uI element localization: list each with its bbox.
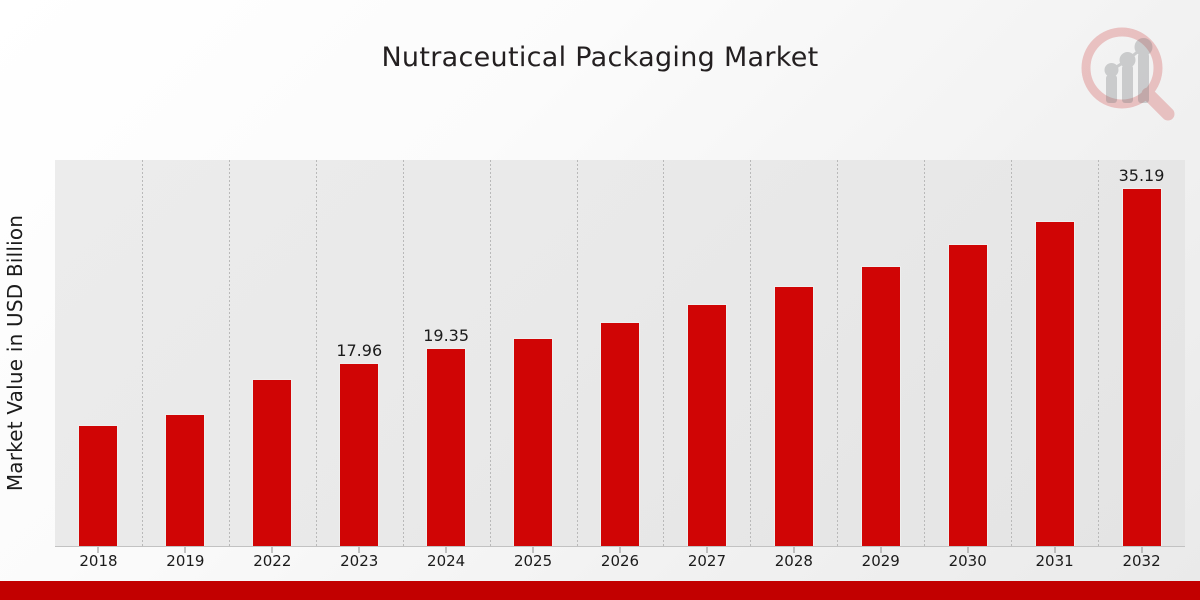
- bar-2025[interactable]: [514, 338, 553, 546]
- bar-value-label-2032: 35.19: [1118, 165, 1165, 185]
- x-axis-ticks: [55, 547, 1185, 553]
- bar-2024[interactable]: [427, 349, 466, 546]
- magnifier-bar-chart-logo: [1072, 22, 1178, 124]
- x-tick-label-2023: 2023: [340, 552, 379, 570]
- x-tick: [445, 547, 447, 553]
- x-tick-label-2018: 2018: [79, 552, 118, 570]
- gridline: [1011, 160, 1013, 546]
- bar-series: 17.96 19.35 35.19: [55, 160, 1185, 546]
- gridline: [315, 160, 317, 546]
- gridline: [924, 160, 926, 546]
- bar-slot: [1011, 160, 1098, 546]
- gridline: [228, 160, 230, 546]
- x-tick: [271, 547, 273, 553]
- bar-value-label-2024: 19.35: [423, 326, 470, 346]
- x-tick: [706, 547, 708, 553]
- gridline: [837, 160, 839, 546]
- bar-2023[interactable]: [340, 363, 379, 546]
- x-tick-label-2022: 2022: [253, 552, 292, 570]
- x-tick-label-2019: 2019: [166, 552, 205, 570]
- bar-slot: 17.96: [316, 160, 403, 546]
- x-tick: [880, 547, 882, 553]
- x-tick: [184, 547, 186, 553]
- bar-2027[interactable]: [687, 305, 726, 546]
- x-tick-label-2029: 2029: [861, 552, 900, 570]
- x-axis-labels: 2018 2019 2022 2023 2024 2025 2026 2027 2028 2029…: [55, 552, 1185, 574]
- gridline: [141, 160, 143, 546]
- x-tick: [97, 547, 99, 553]
- x-tick-label-2024: 2024: [427, 552, 466, 570]
- footer-accent-band: [0, 581, 1200, 600]
- bar-slot: [750, 160, 837, 546]
- bar-2032[interactable]: [1122, 188, 1161, 546]
- bar-2030[interactable]: [948, 245, 987, 546]
- x-tick-label-2028: 2028: [774, 552, 813, 570]
- gridline: [1098, 160, 1100, 546]
- x-axis-line: [55, 546, 1185, 547]
- gridline: [750, 160, 752, 546]
- x-tick: [1054, 547, 1056, 553]
- page-title: Nutraceutical Packaging Market: [381, 42, 819, 73]
- bar-2028[interactable]: [774, 286, 813, 546]
- bar-slot: 35.19: [1098, 160, 1185, 546]
- x-tick-label-2032: 2032: [1122, 552, 1161, 570]
- bar-slot: [924, 160, 1011, 546]
- bar-2019[interactable]: [166, 414, 205, 546]
- gridline: [402, 160, 404, 546]
- x-tick: [967, 547, 969, 553]
- x-tick: [793, 547, 795, 553]
- x-tick: [619, 547, 621, 553]
- bar-slot: [55, 160, 142, 546]
- x-tick: [532, 547, 534, 553]
- gridline: [576, 160, 578, 546]
- bar-slot: [142, 160, 229, 546]
- gridlines: [55, 160, 1185, 546]
- x-tick: [358, 547, 360, 553]
- bar-slot: [837, 160, 924, 546]
- gridline: [489, 160, 491, 546]
- bar-2026[interactable]: [600, 322, 639, 546]
- x-tick-label-2030: 2030: [948, 552, 987, 570]
- bar-slot: [663, 160, 750, 546]
- y-axis-title: Market Value in USD Billion: [0, 160, 30, 546]
- bar-slot: 19.35: [403, 160, 490, 546]
- bar-2031[interactable]: [1035, 221, 1074, 546]
- plot-area: 17.96 19.35 35.19: [55, 160, 1185, 546]
- bar-slot: [490, 160, 577, 546]
- bar-2029[interactable]: [861, 266, 900, 546]
- y-axis-title-text: Market Value in USD Billion: [3, 214, 28, 492]
- bar-slot: [577, 160, 664, 546]
- x-tick-label-2027: 2027: [687, 552, 727, 570]
- bar-value-label-2023: 17.96: [336, 340, 383, 360]
- bar-2022[interactable]: [253, 380, 292, 546]
- x-tick-label-2025: 2025: [513, 552, 553, 570]
- bar-2018[interactable]: [79, 426, 118, 546]
- x-tick-label-2031: 2031: [1035, 552, 1074, 570]
- bar-slot: [229, 160, 316, 546]
- gridline: [663, 160, 665, 546]
- x-tick-label-2026: 2026: [600, 552, 640, 570]
- x-tick: [1141, 547, 1143, 553]
